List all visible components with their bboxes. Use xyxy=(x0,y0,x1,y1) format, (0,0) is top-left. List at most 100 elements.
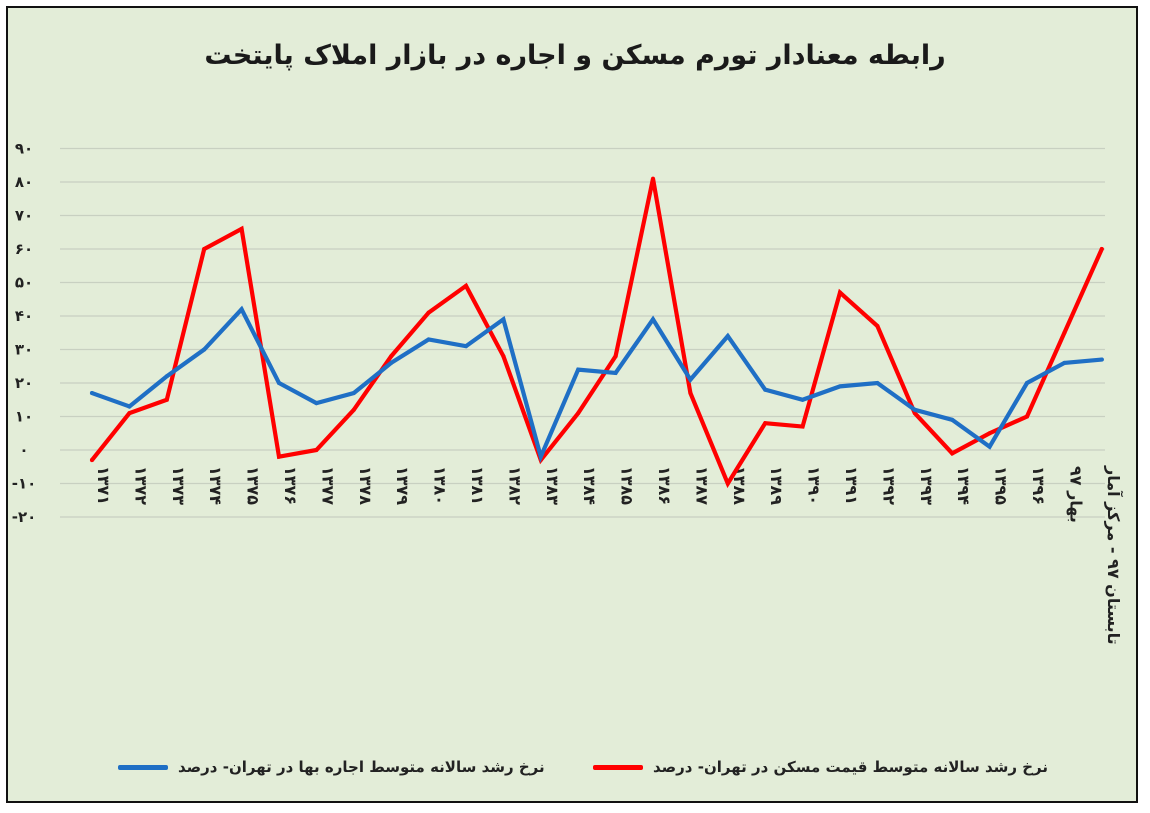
x-tick-label: ۱۳۷۶ xyxy=(281,466,300,505)
x-tick-label: ۱۳۷۲ xyxy=(131,466,150,505)
price-point xyxy=(389,354,394,359)
price-point xyxy=(800,424,805,429)
rent-point xyxy=(875,381,880,385)
x-tick-label: ۱۳۷۳ xyxy=(169,466,188,505)
price-point xyxy=(576,411,581,416)
price-point xyxy=(90,458,94,463)
price-point xyxy=(202,247,207,251)
x-tick-label: ۱۳۸۴ xyxy=(580,466,599,505)
rent-point xyxy=(239,307,244,312)
x-tick-label: تابستان ۹۷ - مرکز آمار xyxy=(1104,465,1124,645)
price-point xyxy=(1062,330,1067,335)
y-tick-label: ۸۰ xyxy=(15,173,33,191)
price-point xyxy=(127,411,132,416)
price-point xyxy=(164,397,169,402)
x-tick-label: ۱۳۹۶ xyxy=(1029,466,1048,505)
rent-point xyxy=(1099,357,1104,362)
price-point xyxy=(875,324,880,329)
price-point xyxy=(613,354,618,359)
y-tick-label: ۵۰ xyxy=(15,274,33,292)
price-point xyxy=(239,226,244,231)
rent-point xyxy=(90,391,94,396)
rent-point xyxy=(314,401,319,406)
series-line-price xyxy=(89,178,1104,489)
y-tick-label: ۶۰ xyxy=(15,240,33,258)
rent-point xyxy=(613,370,618,375)
x-tick-label: ۱۳۷۴ xyxy=(206,466,225,505)
price-point xyxy=(950,451,955,456)
rent-point xyxy=(987,444,992,449)
rent-point xyxy=(1025,381,1029,385)
x-tick-label: ۱۳۹۲ xyxy=(879,466,898,505)
legend-swatch-red xyxy=(593,764,643,770)
rent-point xyxy=(651,317,655,322)
rent-point xyxy=(426,337,431,342)
price-point xyxy=(688,391,693,396)
rent-point xyxy=(351,391,356,396)
x-tick-label: ۱۳۷۹ xyxy=(393,466,412,505)
legend-swatch-blue xyxy=(118,764,168,770)
rent-point xyxy=(164,374,169,379)
x-tick-label: ۱۳۸۱ xyxy=(468,466,487,505)
price-point xyxy=(763,421,768,426)
rent-point xyxy=(950,417,955,422)
rent-point xyxy=(576,367,581,372)
x-tick-label: ۱۳۹۳ xyxy=(917,466,936,505)
price-point xyxy=(987,431,992,436)
price-point xyxy=(1099,247,1104,251)
price-point xyxy=(426,310,431,315)
y-tick-label: ۹۰ xyxy=(15,140,33,158)
x-tick-label: ۱۳۹۰ xyxy=(805,466,824,505)
price-point xyxy=(651,176,655,181)
chart-title: رابطه معنادار تورم مسکن و اجاره در بازار… xyxy=(204,40,946,71)
y-tick-label: -۱۰ xyxy=(12,475,37,493)
legend-item-price: نرخ رشد سالانه متوسط قیمت مسکن در تهران-… xyxy=(593,752,1048,782)
x-tick-label: ۱۳۷۱ xyxy=(94,466,113,505)
x-tick-label: ۱۳۹۴ xyxy=(954,466,973,505)
y-tick-label: ۷۰ xyxy=(15,207,33,225)
rent-point xyxy=(202,347,207,352)
price-point xyxy=(501,354,506,359)
x-tick-label: ۱۳۸۲ xyxy=(505,466,524,505)
x-tick-label: ۱۳۸۰ xyxy=(431,466,450,505)
y-tick-label: ۳۰ xyxy=(15,341,33,359)
price-point xyxy=(351,407,356,412)
rent-point xyxy=(464,344,468,349)
y-tick-label: -۲۰ xyxy=(12,508,37,526)
series-line-rent xyxy=(89,305,1104,464)
x-tick-label: ۱۳۸۷ xyxy=(692,466,711,505)
rent-point xyxy=(277,381,281,385)
x-tick-label: ۱۳۹۱ xyxy=(842,466,861,505)
rent-point xyxy=(389,360,394,365)
rent-point xyxy=(725,334,730,339)
price-point xyxy=(725,481,730,486)
x-tick-label: ۱۳۸۶ xyxy=(655,466,674,505)
price-point xyxy=(464,283,468,288)
y-tick-label: ۲۰ xyxy=(15,374,33,392)
rent-point xyxy=(501,317,506,322)
y-tick-label: ۱۰ xyxy=(15,408,33,426)
price-point xyxy=(1025,414,1029,419)
rent-point xyxy=(838,384,842,389)
rent-point xyxy=(688,377,693,382)
x-tick-label: ۱۳۷۸ xyxy=(356,466,375,505)
x-tick-label: ۱۳۸۵ xyxy=(618,466,637,505)
x-tick-label: ۱۳۸۳ xyxy=(543,466,562,505)
price-point xyxy=(314,448,319,452)
x-tick-label: ۱۳۷۵ xyxy=(244,466,263,505)
y-tick-label: ۰ xyxy=(19,441,28,459)
rent-point xyxy=(538,454,543,459)
rent-point xyxy=(800,397,805,402)
legend-label-price: نرخ رشد سالانه متوسط قیمت مسکن در تهران-… xyxy=(653,758,1049,776)
chart-frame xyxy=(6,6,1138,803)
y-tick-label: ۴۰ xyxy=(15,307,33,325)
rent-point xyxy=(763,387,768,392)
rent-point xyxy=(127,404,132,409)
x-tick-label: ۱۳۹۵ xyxy=(992,466,1011,505)
price-point xyxy=(277,454,281,459)
rent-point xyxy=(912,407,917,412)
x-tick-label: ۱۳۷۷ xyxy=(318,466,337,505)
x-tick-label: بهار ۹۷ xyxy=(1066,466,1085,523)
legend-label-rent: نرخ رشد سالانه متوسط اجاره بها در تهران-… xyxy=(178,758,545,776)
